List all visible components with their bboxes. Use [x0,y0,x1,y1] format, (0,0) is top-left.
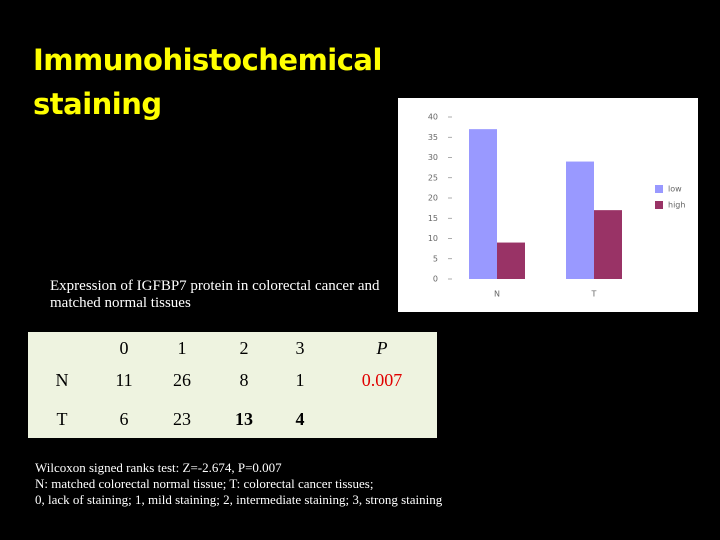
column-header: 0 [119,338,129,358]
caption: Expression of IGFBP7 protein in colorect… [50,278,380,311]
table-cell: 26 [173,370,191,390]
table-cell: 8 [239,370,249,390]
p-value: 0.007 [361,370,403,390]
table-cell: 1 [295,370,305,390]
y-tick-label: 15 [428,214,438,223]
y-tick-label: 30 [428,153,438,162]
note: N: matched colorectal normal tissue; T: … [35,476,374,491]
bar [497,242,525,279]
table-cell: 13 [235,409,253,429]
y-tick-label: 35 [428,133,438,142]
note: Wilcoxon signed ranks test: Z=-2.674, P=… [35,460,282,475]
bar [469,129,497,279]
y-tick-label: 20 [428,194,438,203]
table: 0 1 2 3 P N 11 26 8 1 0.007 T 6 23 13 4 [28,332,437,438]
column-header: P [376,338,388,358]
x-tick-label: N [494,290,500,299]
column-header: 1 [177,338,187,358]
table-cell: 6 [119,409,129,429]
y-tick-label: 25 [428,173,438,182]
legend-label: low [668,185,682,194]
row-label: T [56,409,68,429]
y-tick-label: 40 [428,113,438,122]
legend-swatch [655,201,663,209]
y-tick-label: 5 [433,254,438,263]
table-cell: 11 [115,370,133,390]
y-tick-label: 0 [433,275,438,284]
x-tick-label: T [591,290,597,299]
table-cell: 4 [295,409,305,429]
column-header: 2 [239,338,249,358]
note: 0, lack of staining; 1, mild staining; 2… [35,492,443,507]
bar [594,210,622,279]
column-header: 3 [295,338,305,358]
legend-swatch [655,185,663,193]
table-cell: 23 [173,409,191,429]
y-tick-label: 10 [428,234,438,243]
row-label: N [55,370,69,390]
notes: Wilcoxon signed ranks test: Z=-2.674, P=… [35,460,442,508]
bar [566,161,594,279]
slide-title: Immunohistochemical staining [33,43,382,121]
legend-label: high [668,201,685,210]
